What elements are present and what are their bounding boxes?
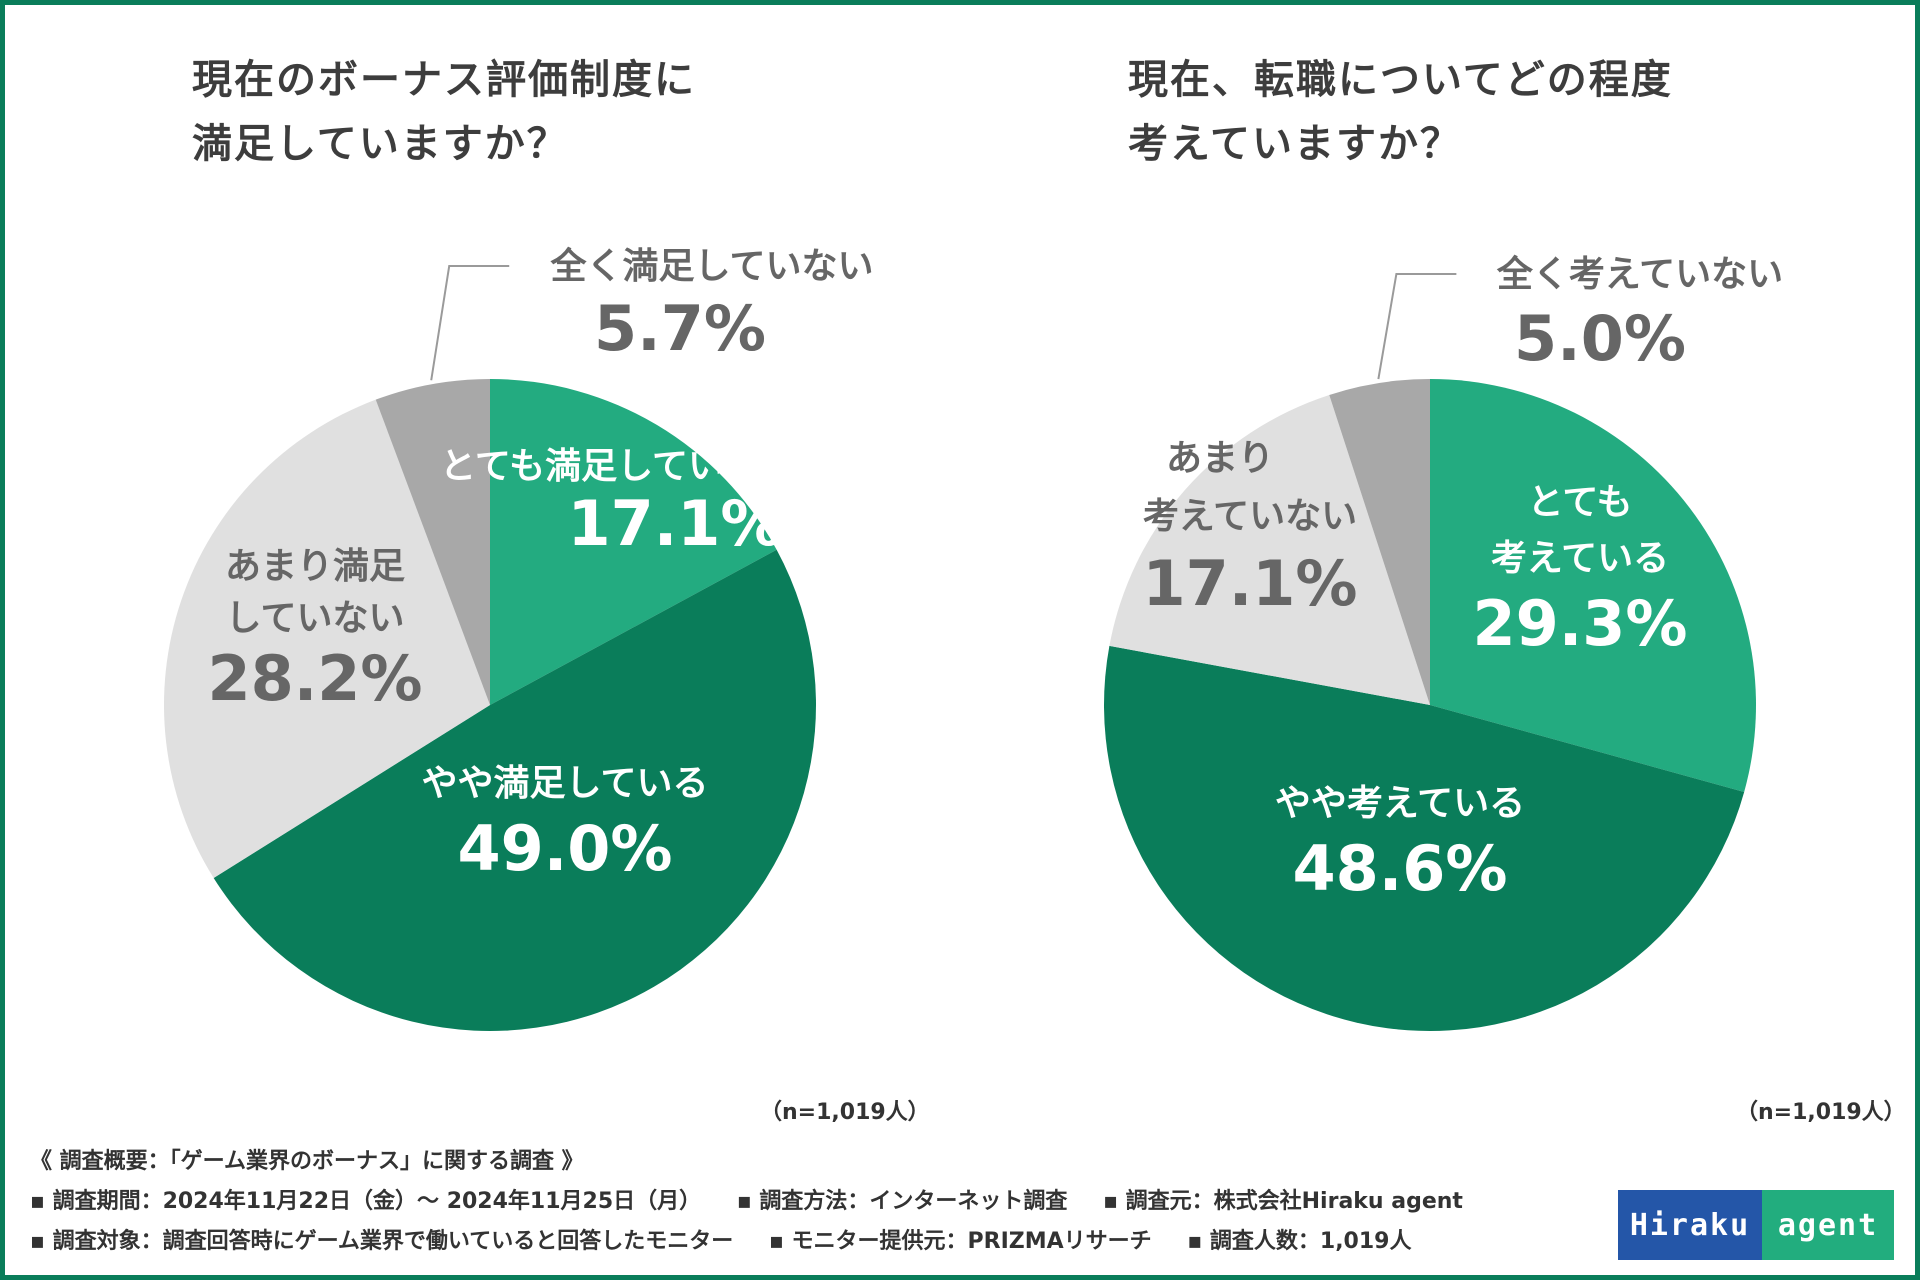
slice-category-label: やや満足している [422, 763, 709, 804]
title-line: 現在のボーナス評価制度に [192, 57, 696, 103]
slice-value-label: 17.1% [1142, 547, 1357, 620]
slice-category-label: とても満足している [440, 446, 760, 487]
pie-slice [375, 379, 490, 705]
survey-row-2: ▪ 調査対象：調査回答時にゲーム業界で働いていると回答したモニター ▪ モニター… [30, 1222, 1463, 1262]
slice-value-label: 17.1% [567, 487, 782, 560]
slice-value-label: 49.0% [457, 812, 672, 885]
slice-category-label: 全く満足していない [550, 245, 874, 287]
pie-slice [1109, 394, 1430, 705]
slice-category-label: とても [1527, 482, 1632, 523]
title-line: 満足していますか？ [192, 121, 569, 167]
survey-method: ▪ 調査方法：インターネット調査 [736, 1189, 1068, 1214]
slice-category-label: あまり満足 [225, 546, 405, 587]
title-line: 考えていますか？ [1128, 121, 1462, 167]
title-line: 現在、転職についてどの程度 [1128, 57, 1673, 103]
slice-category-label: あまり [1166, 438, 1274, 479]
slice-value-label: 5.7% [594, 292, 766, 365]
survey-provider: ▪ モニター提供元：PRIZMAリサーチ [768, 1229, 1152, 1254]
sample-size-right: （n=1,019人） [1736, 1100, 1906, 1125]
sample-size-left: （n=1,019人） [760, 1100, 930, 1125]
slice-category-label: やや考えている [1275, 783, 1525, 824]
hiraku-agent-logo: Hiraku agent [1618, 1190, 1894, 1260]
slice-category-label: していない [226, 598, 405, 639]
chart-title-left: 現在のボーナス評価制度に 満足していますか？ [192, 48, 696, 176]
slice-category-label: 考えている [1491, 538, 1669, 579]
survey-period: ▪ 調査期間：2024年11月22日（金）～ 2024年11月25日（月） [30, 1189, 702, 1214]
slice-value-label: 29.3% [1472, 587, 1687, 660]
pie-slice [490, 379, 777, 705]
survey-overview: 《 調査概要：「ゲーム業界のボーナス」に関する調査 》 ▪ 調査期間：2024年… [30, 1142, 1463, 1262]
slice-category-label: 全く考えていない [1496, 253, 1783, 295]
pie-slice [1329, 379, 1430, 705]
chart-title-right: 現在、転職についてどの程度 考えていますか？ [1128, 48, 1673, 176]
slice-value-label: 5.0% [1514, 302, 1686, 375]
survey-target: ▪ 調査対象：調査回答時にゲーム業界で働いていると回答したモニター [30, 1229, 734, 1254]
pie-slice [213, 549, 816, 1031]
slice-value-label: 28.2% [207, 642, 422, 715]
slice-category-label: 考えていない [1143, 496, 1357, 537]
pie-slice [164, 399, 491, 878]
survey-count: ▪ 調査人数：1,019人 [1187, 1229, 1412, 1254]
logo-part-agent: agent [1762, 1190, 1894, 1260]
slice-value-label: 48.6% [1292, 832, 1507, 905]
pie-slice [1103, 645, 1745, 1032]
pie-slice [1430, 379, 1756, 793]
survey-row-1: ▪ 調査期間：2024年11月22日（金）～ 2024年11月25日（月） ▪ … [30, 1182, 1463, 1222]
leader-line [430, 265, 510, 381]
logo-part-hiraku: Hiraku [1618, 1190, 1762, 1260]
survey-heading: 《 調査概要：「ゲーム業界のボーナス」に関する調査 》 [30, 1149, 584, 1174]
leader-line [1377, 273, 1457, 380]
survey-source: ▪ 調査元：株式会社Hiraku agent [1103, 1189, 1463, 1214]
